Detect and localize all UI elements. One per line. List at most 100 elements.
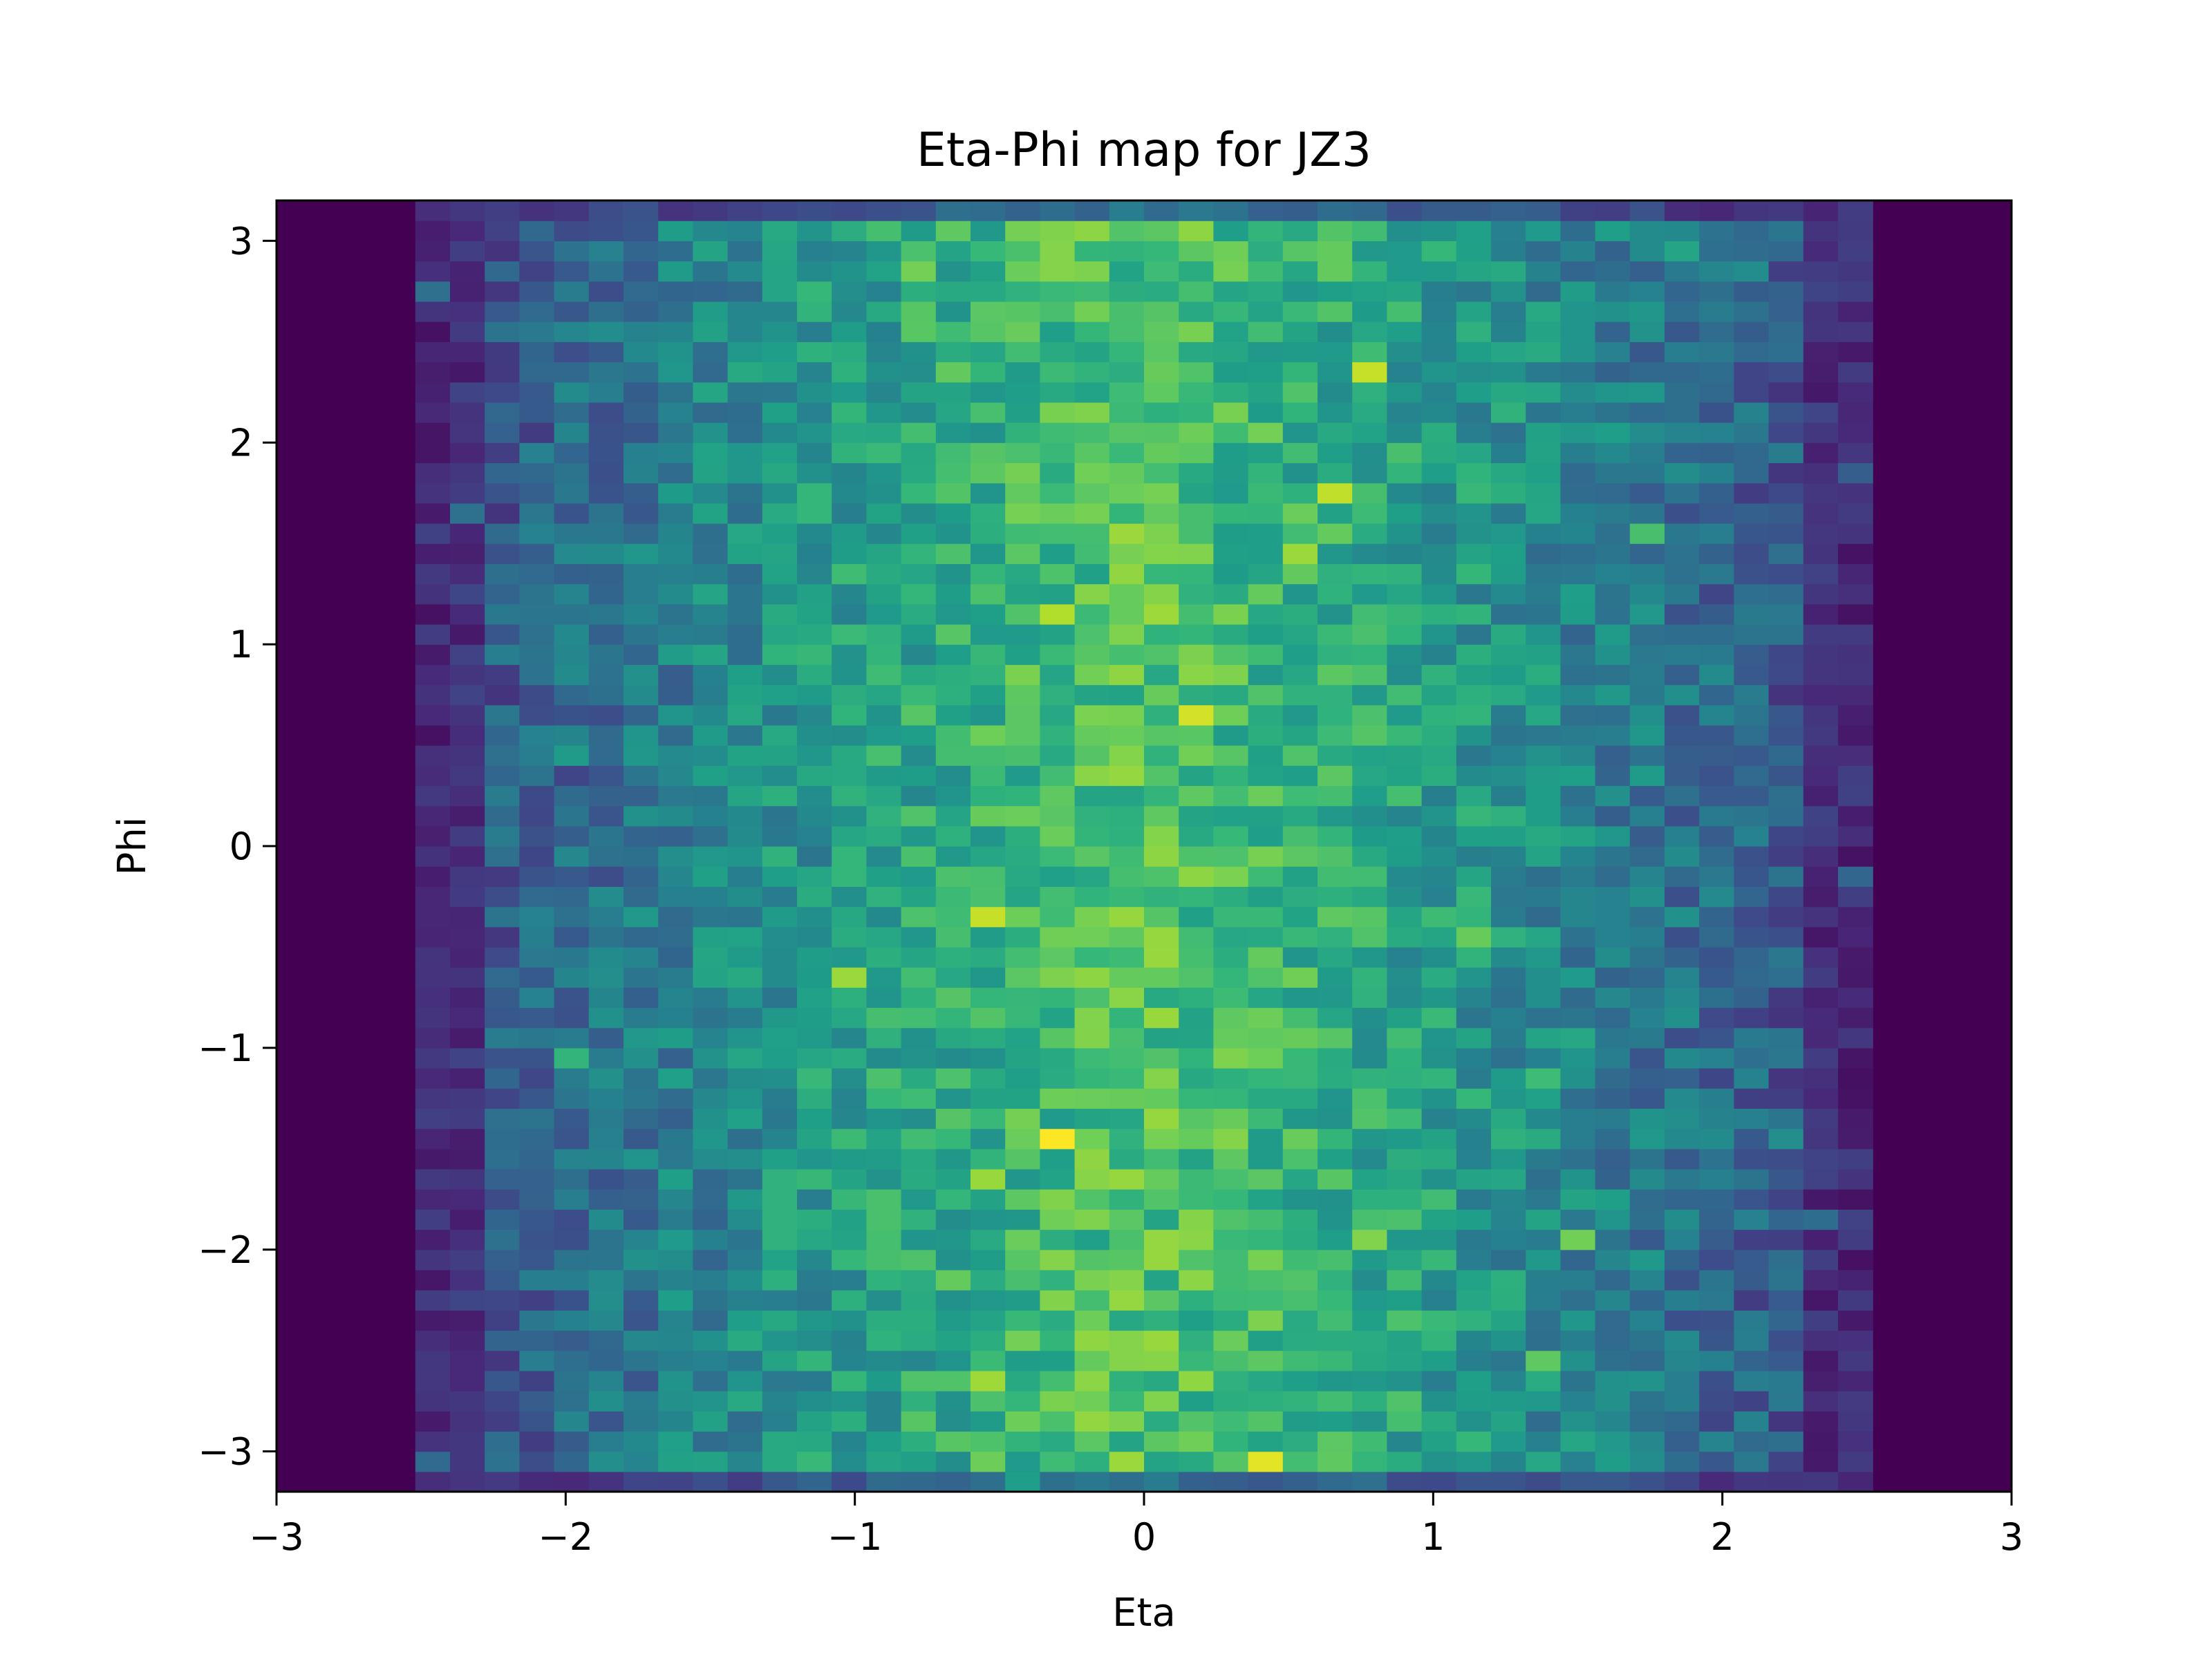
heatmap-cell [797,1471,832,1492]
heatmap-cell [866,846,902,867]
heatmap-cell [1282,886,1318,908]
heatmap-cell [971,1007,1006,1029]
heatmap-cell [1595,200,1631,221]
heatmap-cell [415,704,451,726]
heatmap-cell [1699,825,1734,847]
heatmap-cell [1421,1047,1457,1069]
heatmap-cell [901,382,937,403]
heatmap-cell [1352,1310,1387,1331]
heatmap-cell [901,906,937,928]
heatmap-cell [727,906,763,928]
heatmap-cell [1699,341,1734,363]
heatmap-cell [1560,644,1596,665]
heatmap-cell [1734,967,1770,988]
heatmap-cell [1595,805,1631,827]
heatmap-cell [1213,503,1249,524]
heatmap-cell [797,221,832,241]
heatmap-cell [1352,402,1387,423]
heatmap-cell [554,1209,590,1230]
heatmap-cell [1352,1391,1387,1412]
heatmap-cell [450,1370,485,1391]
heatmap-cell [1629,1249,1665,1271]
heatmap-cell [1352,926,1387,948]
heatmap-cell [1595,1290,1631,1311]
heatmap-cell [1734,563,1770,585]
heatmap-cell [935,785,971,807]
heatmap-cell [519,1007,555,1029]
heatmap-cell [1629,704,1665,726]
heatmap-cell [1213,1088,1249,1109]
heatmap-cell [1456,422,1492,443]
heatmap-cell [727,987,763,1009]
heatmap-cell [1074,402,1110,423]
heatmap-cell [762,1451,798,1472]
heatmap-cell [658,382,693,403]
heatmap-cell [624,886,659,908]
heatmap-cell [624,724,659,746]
heatmap-cell [1526,603,1561,625]
heatmap-cell [1526,987,1561,1009]
heatmap-cell [901,503,937,524]
heatmap-cell [727,523,763,544]
heatmap-cell [693,382,729,403]
heatmap-cell [1213,321,1249,342]
heatmap-cell [832,1088,867,1109]
heatmap-cell [797,1209,832,1230]
heatmap-cell [1387,1128,1423,1150]
heatmap-cell [1456,1330,1492,1351]
heatmap-cell [1595,1391,1631,1412]
heatmap-cell [415,503,451,524]
heatmap-cell [1387,1290,1423,1311]
heatmap-cell [1213,1370,1249,1391]
heatmap-cell [1005,644,1040,665]
heatmap-cell [1074,1108,1110,1130]
heatmap-cell [727,724,763,746]
heatmap-cell [658,1068,693,1089]
heatmap-cell [1595,442,1631,464]
heatmap-cell [1040,442,1076,464]
heatmap-cell [624,926,659,948]
heatmap-cell [832,1370,867,1391]
heatmap-cell [1421,382,1457,403]
heatmap-cell [971,664,1006,686]
heatmap-cell [727,261,763,282]
heatmap-cell [1768,1249,1804,1271]
heatmap-cell [1421,946,1457,968]
heatmap-cell [1144,1229,1179,1250]
heatmap-cell [797,442,832,464]
heatmap-cell [832,1027,867,1049]
heatmap-cell [485,442,520,464]
heatmap-cell [971,462,1006,484]
heatmap-cell [1699,724,1734,746]
heatmap-cell [1560,1471,1596,1492]
heatmap-cell [1387,503,1423,524]
heatmap-cell [1803,1370,1839,1391]
heatmap-cell [797,866,832,887]
heatmap-cell [1456,603,1492,625]
heatmap-cell [1074,825,1110,847]
heatmap-cell [658,1027,693,1049]
heatmap-cell [1734,382,1770,403]
heatmap-cell [519,704,555,726]
heatmap-cell [485,1229,520,1250]
heatmap-cell [1803,1189,1839,1210]
heatmap-cell [1213,987,1249,1009]
heatmap-cell [485,644,520,665]
heatmap-cell [485,321,520,342]
heatmap-cell [1074,1269,1110,1291]
heatmap-cell [519,543,555,564]
heatmap-cell [727,1350,763,1371]
heatmap-cell [1318,664,1353,686]
heatmap-cell [1665,1471,1700,1492]
heatmap-cell [1734,765,1770,787]
heatmap-cell [1803,1108,1839,1130]
heatmap-cell [1005,583,1040,605]
heatmap-cell [1526,1471,1561,1492]
heatmap-cell [1282,1249,1318,1271]
heatmap-cell [1213,825,1249,847]
heatmap-cell [1248,200,1284,221]
heatmap-cell [1144,866,1179,887]
heatmap-cell [1318,906,1353,928]
heatmap-cell [832,1411,867,1432]
heatmap-cell [1491,362,1526,383]
